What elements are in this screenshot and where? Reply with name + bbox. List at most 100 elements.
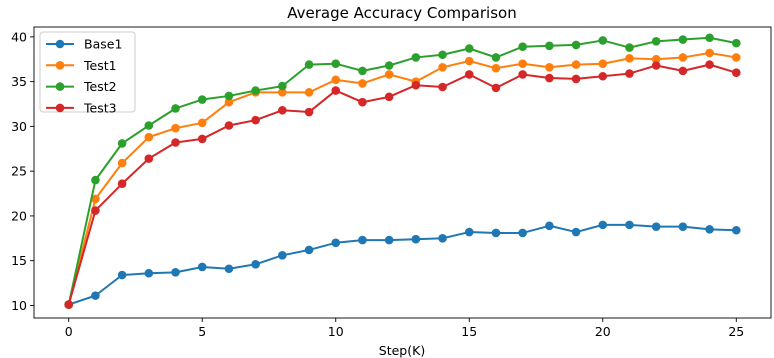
series-layer [64,33,741,309]
series-test2 [64,33,741,309]
plot-area-frame [33,26,772,319]
data-point-base1 [171,268,180,277]
data-point-base1 [91,291,100,300]
data-point-base1 [144,268,154,278]
series-line-base1 [68,223,737,306]
data-point-base1 [358,235,367,245]
data-point-test3 [117,179,127,188]
x-tick-label: 5 [198,324,206,339]
data-point-test2 [464,44,474,53]
data-point-test1 [171,123,180,133]
data-point-test3 [571,74,581,84]
legend-item-test2: Test2 [46,79,117,94]
data-point-test2 [278,81,287,91]
data-point-test1 [117,158,127,168]
data-point-base1 [304,245,314,255]
data-point-test2 [705,33,714,43]
y-tick-label: 15 [11,253,27,268]
x-axis: 0 5 10 15 20 25 [65,318,744,339]
data-point-test3 [625,69,634,78]
data-point-base1 [117,270,127,280]
data-point-base1 [464,227,474,237]
data-point-test1 [224,97,234,107]
data-point-test1 [331,75,341,85]
data-point-test2 [144,121,154,130]
x-tick-label: 10 [328,324,344,339]
data-point-test3 [91,206,100,215]
legend-marker-base1 [55,39,65,49]
data-point-test1 [598,59,608,69]
y-axis: 10 15 20 25 30 35 40 [11,29,34,313]
data-point-test1 [464,56,474,66]
x-tick-label: 15 [461,324,477,339]
data-point-test2 [384,61,394,70]
data-point-test3 [464,70,474,79]
y-tick-label: 25 [11,164,27,179]
data-point-test3 [278,105,287,115]
data-point-test2 [571,40,581,50]
data-point-test2 [731,38,741,48]
data-point-test3 [598,71,608,81]
data-point-test2 [251,86,260,95]
data-point-test3 [384,92,394,102]
legend-label-test3: Test3 [83,100,117,115]
data-point-test3 [651,61,661,70]
data-point-base1 [384,235,394,245]
legend-label-test2: Test2 [83,79,117,94]
series-line-test1 [67,51,737,305]
data-point-base1 [545,221,554,231]
data-point-test3 [64,300,74,309]
x-tick-label: 20 [595,324,611,339]
data-point-test2 [304,60,314,69]
data-point-test3 [678,66,688,76]
data-point-test2 [438,50,447,60]
data-point-test3 [705,60,714,69]
data-point-test2 [117,139,127,148]
data-point-test3 [518,70,527,79]
data-point-test3 [251,115,260,125]
data-point-test1 [197,118,207,128]
data-point-base1 [491,228,501,238]
data-point-base1 [731,225,741,235]
data-point-base1 [651,222,661,231]
data-point-base1 [224,264,234,274]
chart-title: Average Accuracy Comparison [287,4,516,22]
data-point-test1 [304,88,314,97]
data-point-test2 [171,104,180,113]
legend-marker-test2 [55,82,65,91]
data-point-test1 [705,48,714,58]
data-point-test3 [171,138,180,147]
x-axis-label: Step(K) [379,343,425,358]
legend-marker-test1 [55,61,65,70]
data-point-test2 [358,66,367,76]
data-point-test2 [411,53,421,62]
data-point-test2 [331,59,341,69]
data-point-base1 [197,262,207,272]
data-point-test2 [598,36,608,45]
data-point-base1 [331,238,341,248]
legend-label-base1: Base1 [84,37,122,52]
data-point-test1 [491,63,501,73]
data-point-test1 [545,62,554,72]
data-point-base1 [438,234,447,243]
y-tick-label: 35 [11,74,27,89]
data-point-test1 [384,70,394,79]
legend-marker-test3 [55,103,65,113]
legend-item-test3: Test3 [46,100,117,115]
series-base1 [64,220,741,309]
data-point-base1 [571,227,581,237]
y-tick-label: 20 [11,208,27,223]
x-tick-label: 0 [65,324,73,339]
data-point-base1 [625,220,634,230]
y-tick-label: 40 [11,29,27,44]
data-point-test1 [358,79,367,88]
legend-box [39,31,136,113]
data-point-test2 [224,91,234,101]
data-point-test2 [491,53,501,62]
legend-item-test1: Test1 [46,58,117,73]
data-point-test1 [438,62,447,72]
data-point-test3 [731,68,741,77]
data-point-test1 [278,88,287,97]
data-point-test3 [304,107,314,117]
